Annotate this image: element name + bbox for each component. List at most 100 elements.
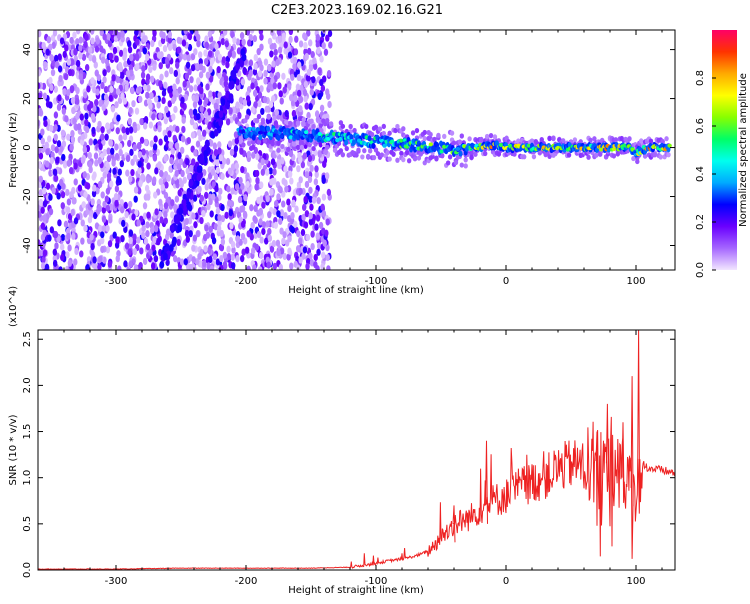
spectrogram-cell <box>207 122 212 130</box>
spectrogram-cell <box>193 48 198 56</box>
spectrogram-cell <box>128 236 133 245</box>
spectrogram-cell <box>101 225 107 233</box>
spectrogram-cell <box>218 243 224 251</box>
spectrogram-cell <box>232 36 237 44</box>
spectrogram-cell <box>97 263 102 270</box>
spectrogram-cell <box>287 170 293 178</box>
spectrogram-cell <box>265 220 270 228</box>
spectrogram-cell <box>230 31 235 39</box>
spectrogram-cell <box>175 77 180 85</box>
spectrogram-cell <box>168 141 173 149</box>
spectrogram-cell <box>56 140 62 148</box>
spectrogram-cell <box>95 207 101 215</box>
spectrogram-cell <box>276 114 281 120</box>
spectrogram-cell <box>245 180 250 189</box>
spectrogram-cell <box>188 263 194 270</box>
spectrogram-cell <box>43 119 48 128</box>
spectrogram-cell <box>255 176 260 185</box>
spectrogram-cell <box>389 139 395 144</box>
spectrogram-cell <box>146 162 151 170</box>
spectrogram-cell <box>128 229 134 237</box>
spectrogram-cell <box>422 136 427 142</box>
spectrogram-cell <box>44 160 50 168</box>
colorbar-label: Normalized spectral amplitude <box>738 73 749 227</box>
spectrogram-cell <box>93 152 99 160</box>
spectrogram-cell <box>83 91 88 99</box>
spectrogram-cell <box>69 143 74 152</box>
spectrogram-cell <box>105 122 111 130</box>
spectrogram-cell <box>94 159 99 167</box>
spectrogram-cell <box>317 150 322 158</box>
spectrogram-cell <box>165 258 170 267</box>
spectrogram-cell <box>89 233 94 241</box>
spectrogram-cell <box>235 63 240 71</box>
spectrogram-cell <box>184 217 189 226</box>
spectrogram-cell <box>120 92 125 100</box>
spectrogram-cell <box>224 40 229 48</box>
spectrogram-cell <box>246 187 252 195</box>
spectrogram-cell <box>561 138 566 144</box>
spectrogram-cell <box>299 84 304 92</box>
spectrogram-cell <box>191 244 196 252</box>
spectrogram-cell <box>484 133 490 140</box>
spectrogram-cell <box>183 93 189 102</box>
spectrogram-cell <box>53 133 58 141</box>
spectrogram-cell <box>134 209 139 217</box>
spectrogram-cell <box>217 71 222 79</box>
spectrogram-cell <box>115 236 120 244</box>
spectrogram-cell <box>248 69 253 77</box>
spectrogram-cell <box>240 220 246 228</box>
spectrogram-cell <box>306 111 311 120</box>
spectrogram-cell <box>93 61 98 69</box>
spectrogram-cell <box>50 144 56 152</box>
spectrogram-cell <box>278 263 284 270</box>
spectrogram-cell <box>279 227 284 235</box>
spectrogram-cell <box>261 221 266 229</box>
spectrogram-cell <box>40 262 46 270</box>
spectrogram-cell <box>658 154 663 160</box>
spectrogram-cell <box>204 41 209 49</box>
spectrogram-cell <box>88 138 93 146</box>
spectrogram-cell <box>158 112 163 120</box>
spectrogram-cell <box>98 143 103 151</box>
spectrogram-cell <box>264 105 270 113</box>
spectrogram-cell <box>229 222 234 230</box>
spectrogram-cell <box>249 204 254 212</box>
spectrogram-cell <box>595 147 599 154</box>
spectrogram-cell <box>108 52 114 60</box>
spectrogram-cell <box>122 47 128 55</box>
spectrogram-cell <box>84 119 89 127</box>
spectrogram-cell <box>290 212 295 220</box>
spectrogram-cell <box>90 198 95 206</box>
spectrogram-cell <box>253 62 258 71</box>
spectrogram-cell <box>118 134 123 142</box>
spectrogram-cell <box>227 167 233 175</box>
spectrogram-cell <box>123 201 128 209</box>
spectrogram-cell <box>144 184 150 192</box>
spectrogram-cell <box>190 53 196 61</box>
spectrogram-cell <box>52 168 58 176</box>
spectrogram-cell <box>202 169 207 177</box>
spectrogram-cell <box>367 148 373 154</box>
spectrogram-cell <box>286 253 291 261</box>
spectrogram-cell <box>124 211 129 219</box>
spectrogram-cell <box>245 114 250 120</box>
spectrogram-cell <box>209 210 214 218</box>
spectrogram-cell <box>42 92 48 100</box>
spectrogram-cell <box>295 120 301 126</box>
spectrogram-cell <box>135 63 140 71</box>
spectrogram-cell <box>114 143 119 151</box>
spectrogram-cell <box>279 247 285 255</box>
spectrogram-cell <box>218 187 223 195</box>
spectrogram-cell <box>168 165 173 173</box>
x-tick-label: -100 <box>365 276 388 287</box>
x-tick-label: -200 <box>235 576 258 587</box>
spectrogram-cell <box>148 248 153 256</box>
spectrogram-cell <box>611 153 617 159</box>
spectrogram-cell <box>142 122 148 130</box>
spectrogram-cell <box>163 154 168 162</box>
spectrogram-cell <box>321 251 326 259</box>
spectrogram-cell <box>235 38 241 46</box>
